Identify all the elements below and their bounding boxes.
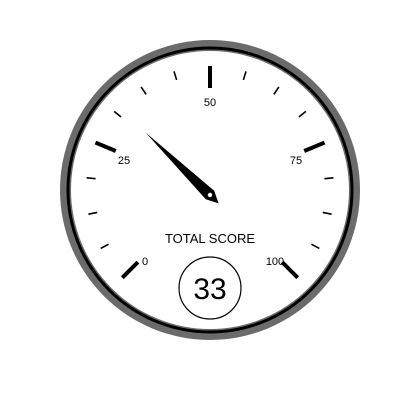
gauge-title: TOTAL SCORE [165, 231, 255, 246]
minor-tick [242, 71, 247, 81]
gauge-needle [145, 132, 219, 204]
value-readout: 33 [193, 273, 226, 306]
minor-tick [324, 177, 334, 180]
major-tick [280, 260, 300, 280]
tick-label-50: 50 [204, 97, 216, 109]
tick-label-0: 0 [142, 256, 148, 268]
minor-tick [113, 110, 122, 118]
tick-label-100: 100 [266, 256, 284, 268]
gauge-ticks [86, 66, 334, 280]
minor-tick [273, 86, 280, 95]
minor-tick [140, 86, 147, 95]
major-tick [94, 140, 117, 153]
minor-tick [88, 211, 98, 215]
minor-tick [173, 71, 178, 81]
minor-tick [100, 243, 109, 250]
tick-label-25: 25 [118, 155, 130, 167]
minor-tick [311, 243, 320, 250]
minor-tick [298, 110, 307, 118]
minor-tick [86, 177, 96, 180]
minor-tick [322, 211, 332, 215]
needle-pivot-dot [207, 192, 213, 198]
value-readout-circle [178, 256, 242, 320]
tick-label-75: 75 [290, 155, 302, 167]
major-tick [120, 260, 140, 280]
gauge-bezel-ring [66, 46, 354, 334]
major-tick [303, 140, 326, 153]
